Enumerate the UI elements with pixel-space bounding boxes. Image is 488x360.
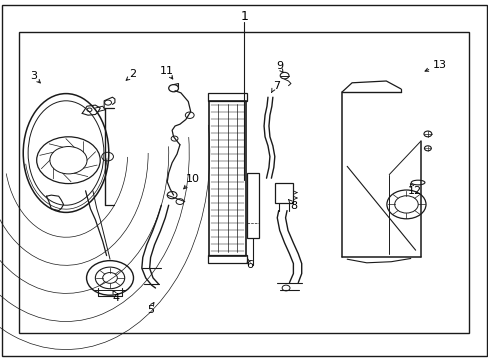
Bar	[246, 173, 259, 238]
Circle shape	[423, 131, 431, 137]
Text: 11: 11	[160, 66, 174, 76]
Text: 2: 2	[129, 69, 136, 79]
Text: 3: 3	[30, 71, 37, 81]
Text: 12: 12	[407, 186, 421, 196]
Bar	[207, 255, 247, 263]
Text: 5: 5	[147, 305, 154, 315]
Text: 13: 13	[432, 60, 446, 70]
Bar	[207, 93, 247, 101]
Text: 8: 8	[289, 201, 296, 211]
Text: 10: 10	[186, 174, 200, 184]
Text: 9: 9	[276, 60, 283, 71]
Circle shape	[424, 146, 430, 151]
Text: 1: 1	[240, 10, 248, 23]
Text: 4: 4	[113, 293, 120, 303]
Bar	[19, 32, 468, 333]
Text: 6: 6	[245, 260, 252, 270]
Bar	[274, 183, 293, 203]
Text: 7: 7	[272, 81, 279, 91]
Bar	[209, 101, 245, 256]
